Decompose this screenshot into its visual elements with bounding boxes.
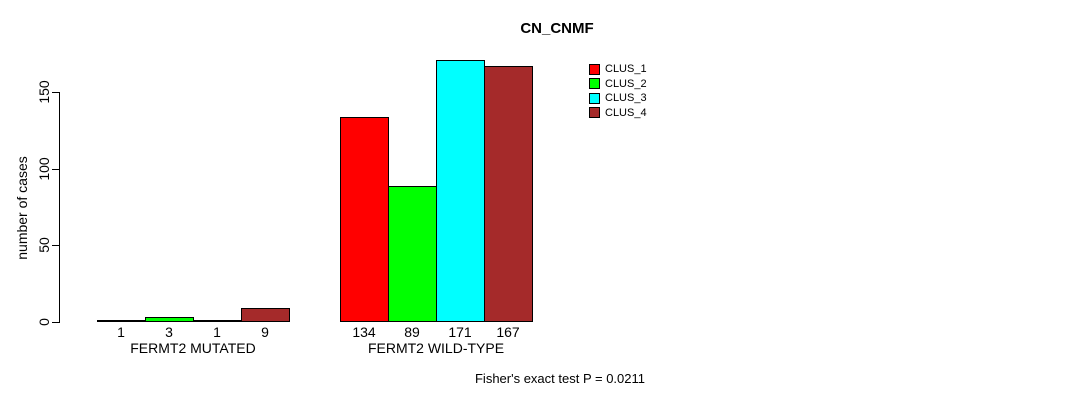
bar-value-label: 1 [213, 324, 221, 340]
bar [193, 320, 242, 322]
legend-swatch [589, 92, 600, 104]
bar [484, 66, 533, 322]
bar-value-label: 171 [448, 324, 472, 340]
legend-swatch [589, 78, 600, 90]
bar [97, 320, 146, 322]
bar [241, 308, 290, 322]
y-axis-tick [52, 169, 59, 170]
legend-label: CLUS_1 [605, 63, 647, 76]
bar-value-label: 167 [496, 324, 520, 340]
legend: CLUS_1 CLUS_2 CLUS_3 CLUS_4 [589, 62, 647, 120]
bar-value-label: 1 [117, 324, 125, 340]
legend-label: CLUS_3 [605, 92, 647, 105]
bar [388, 186, 437, 322]
y-axis-tick [52, 92, 59, 93]
bar [145, 317, 194, 322]
bar-value-label: 9 [261, 324, 269, 340]
bar-value-label: 89 [404, 324, 420, 340]
legend-label: CLUS_2 [605, 77, 647, 90]
y-axis-tick-label: 0 [36, 318, 52, 326]
chart-title: CN_CNMF [520, 20, 594, 37]
y-axis-tick-label: 50 [36, 237, 52, 253]
bar-value-label: 3 [165, 324, 173, 340]
legend-swatch [589, 107, 600, 119]
y-axis-tick [52, 245, 59, 246]
legend-swatch [589, 63, 600, 75]
bar-value-label: 134 [352, 324, 376, 340]
y-axis-tick-label: 100 [36, 157, 52, 181]
legend-item: CLUS_2 [589, 77, 647, 92]
legend-item: CLUS_4 [589, 106, 647, 121]
bar [340, 117, 389, 322]
y-axis-title: number of cases [14, 156, 30, 260]
y-axis-tick [52, 322, 59, 323]
footer-annotation: Fisher's exact test P = 0.0211 [474, 371, 646, 386]
y-axis-line [59, 92, 60, 323]
legend-label: CLUS_4 [605, 106, 647, 119]
group-label: FERMT2 MUTATED [130, 340, 256, 356]
legend-item: CLUS_1 [589, 62, 647, 77]
y-axis-tick-label: 150 [36, 80, 52, 104]
bar [436, 60, 485, 322]
legend-item: CLUS_3 [589, 91, 647, 106]
group-label: FERMT2 WILD-TYPE [367, 340, 505, 356]
